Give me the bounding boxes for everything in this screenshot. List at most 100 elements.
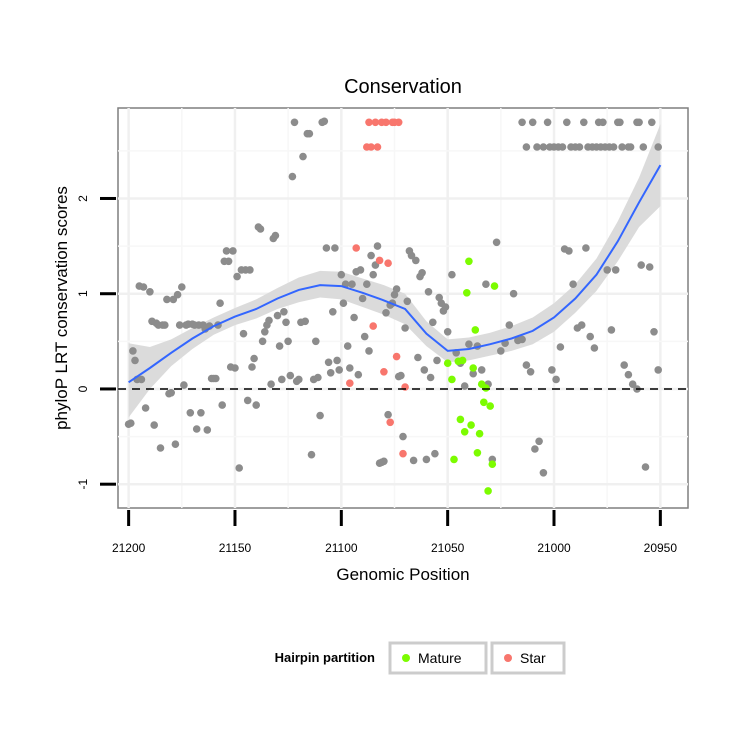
point-other xyxy=(443,328,452,336)
point-other xyxy=(299,152,307,161)
point-other xyxy=(365,347,373,355)
point-other xyxy=(129,347,137,355)
point-other xyxy=(505,321,514,329)
point-other xyxy=(424,288,433,296)
point-other xyxy=(360,332,369,341)
point-other xyxy=(633,118,641,127)
legend-title: Hairpin partition xyxy=(275,650,375,665)
point-other xyxy=(380,457,388,466)
point-other xyxy=(363,280,371,289)
point-other xyxy=(645,263,654,271)
point-other xyxy=(611,266,620,274)
point-other xyxy=(565,247,573,255)
point-other xyxy=(175,321,184,329)
point-other xyxy=(539,469,548,477)
point-other xyxy=(335,366,344,374)
point-other xyxy=(650,328,658,336)
point-other xyxy=(401,324,409,332)
point-other xyxy=(509,289,518,298)
point-other xyxy=(605,143,614,151)
point-other xyxy=(641,463,650,471)
point-other xyxy=(422,455,431,464)
point-other xyxy=(539,143,548,151)
point-other xyxy=(492,238,501,247)
point-star xyxy=(380,368,388,376)
point-other xyxy=(597,143,605,151)
point-mature xyxy=(473,449,482,457)
point-mature xyxy=(458,356,467,365)
point-star xyxy=(394,118,403,127)
point-other xyxy=(620,361,628,369)
point-other xyxy=(229,247,237,255)
point-other xyxy=(348,280,356,289)
point-other xyxy=(399,432,407,441)
point-other xyxy=(203,426,212,434)
point-other xyxy=(256,225,265,233)
chart-title: Conservation xyxy=(344,76,462,98)
smooth-line xyxy=(128,164,662,384)
point-other xyxy=(329,308,337,316)
point-other xyxy=(518,335,526,344)
point-other xyxy=(307,450,316,459)
point-other xyxy=(301,317,310,326)
point-mature xyxy=(475,429,484,438)
point-other xyxy=(624,143,633,151)
point-other xyxy=(326,369,335,377)
point-other xyxy=(356,266,365,274)
point-other xyxy=(531,445,539,453)
point-other xyxy=(265,316,273,325)
point-other xyxy=(127,419,135,428)
point-other xyxy=(382,309,390,317)
x-tick-label: 21100 xyxy=(325,541,358,555)
point-star xyxy=(384,259,392,268)
legend-label-mature: Mature xyxy=(418,650,462,666)
point-star xyxy=(352,244,361,252)
point-other xyxy=(278,375,286,384)
point-star xyxy=(375,256,384,265)
point-other xyxy=(167,389,175,397)
point-other xyxy=(582,244,590,252)
point-mature xyxy=(488,460,497,469)
point-star xyxy=(399,449,407,458)
point-other xyxy=(161,321,169,329)
point-other xyxy=(173,290,182,299)
point-other xyxy=(548,366,556,374)
data-points xyxy=(124,117,662,495)
point-other xyxy=(358,294,367,303)
point-other xyxy=(273,311,282,320)
point-other xyxy=(533,143,541,151)
point-other xyxy=(607,326,616,334)
point-other xyxy=(250,354,258,363)
point-other xyxy=(178,283,186,291)
point-other xyxy=(141,404,150,412)
point-other xyxy=(280,308,288,316)
y-axis: 2 1 0 -1 xyxy=(76,195,116,490)
point-star xyxy=(386,418,395,427)
point-other xyxy=(554,143,563,151)
point-other xyxy=(261,328,269,336)
point-other xyxy=(614,118,622,127)
point-other xyxy=(460,382,469,390)
point-other xyxy=(654,143,662,151)
point-other xyxy=(171,440,180,449)
point-other xyxy=(448,270,456,279)
point-mature xyxy=(469,364,478,372)
point-other xyxy=(577,321,586,329)
point-other xyxy=(369,270,378,279)
point-other xyxy=(222,247,231,255)
point-other xyxy=(186,409,195,417)
point-other xyxy=(469,369,478,378)
point-star xyxy=(392,352,401,361)
point-other xyxy=(654,366,662,374)
point-mature xyxy=(490,282,499,290)
legend-label-star: Star xyxy=(520,650,546,666)
point-other xyxy=(252,401,260,409)
point-other xyxy=(535,437,543,446)
point-star xyxy=(382,118,390,127)
point-other xyxy=(392,285,401,293)
point-other xyxy=(618,143,626,151)
x-tick-label: 21050 xyxy=(431,541,465,555)
y-tick-label: 2 xyxy=(76,195,90,202)
plot-panel xyxy=(117,107,689,509)
point-other xyxy=(429,318,437,327)
